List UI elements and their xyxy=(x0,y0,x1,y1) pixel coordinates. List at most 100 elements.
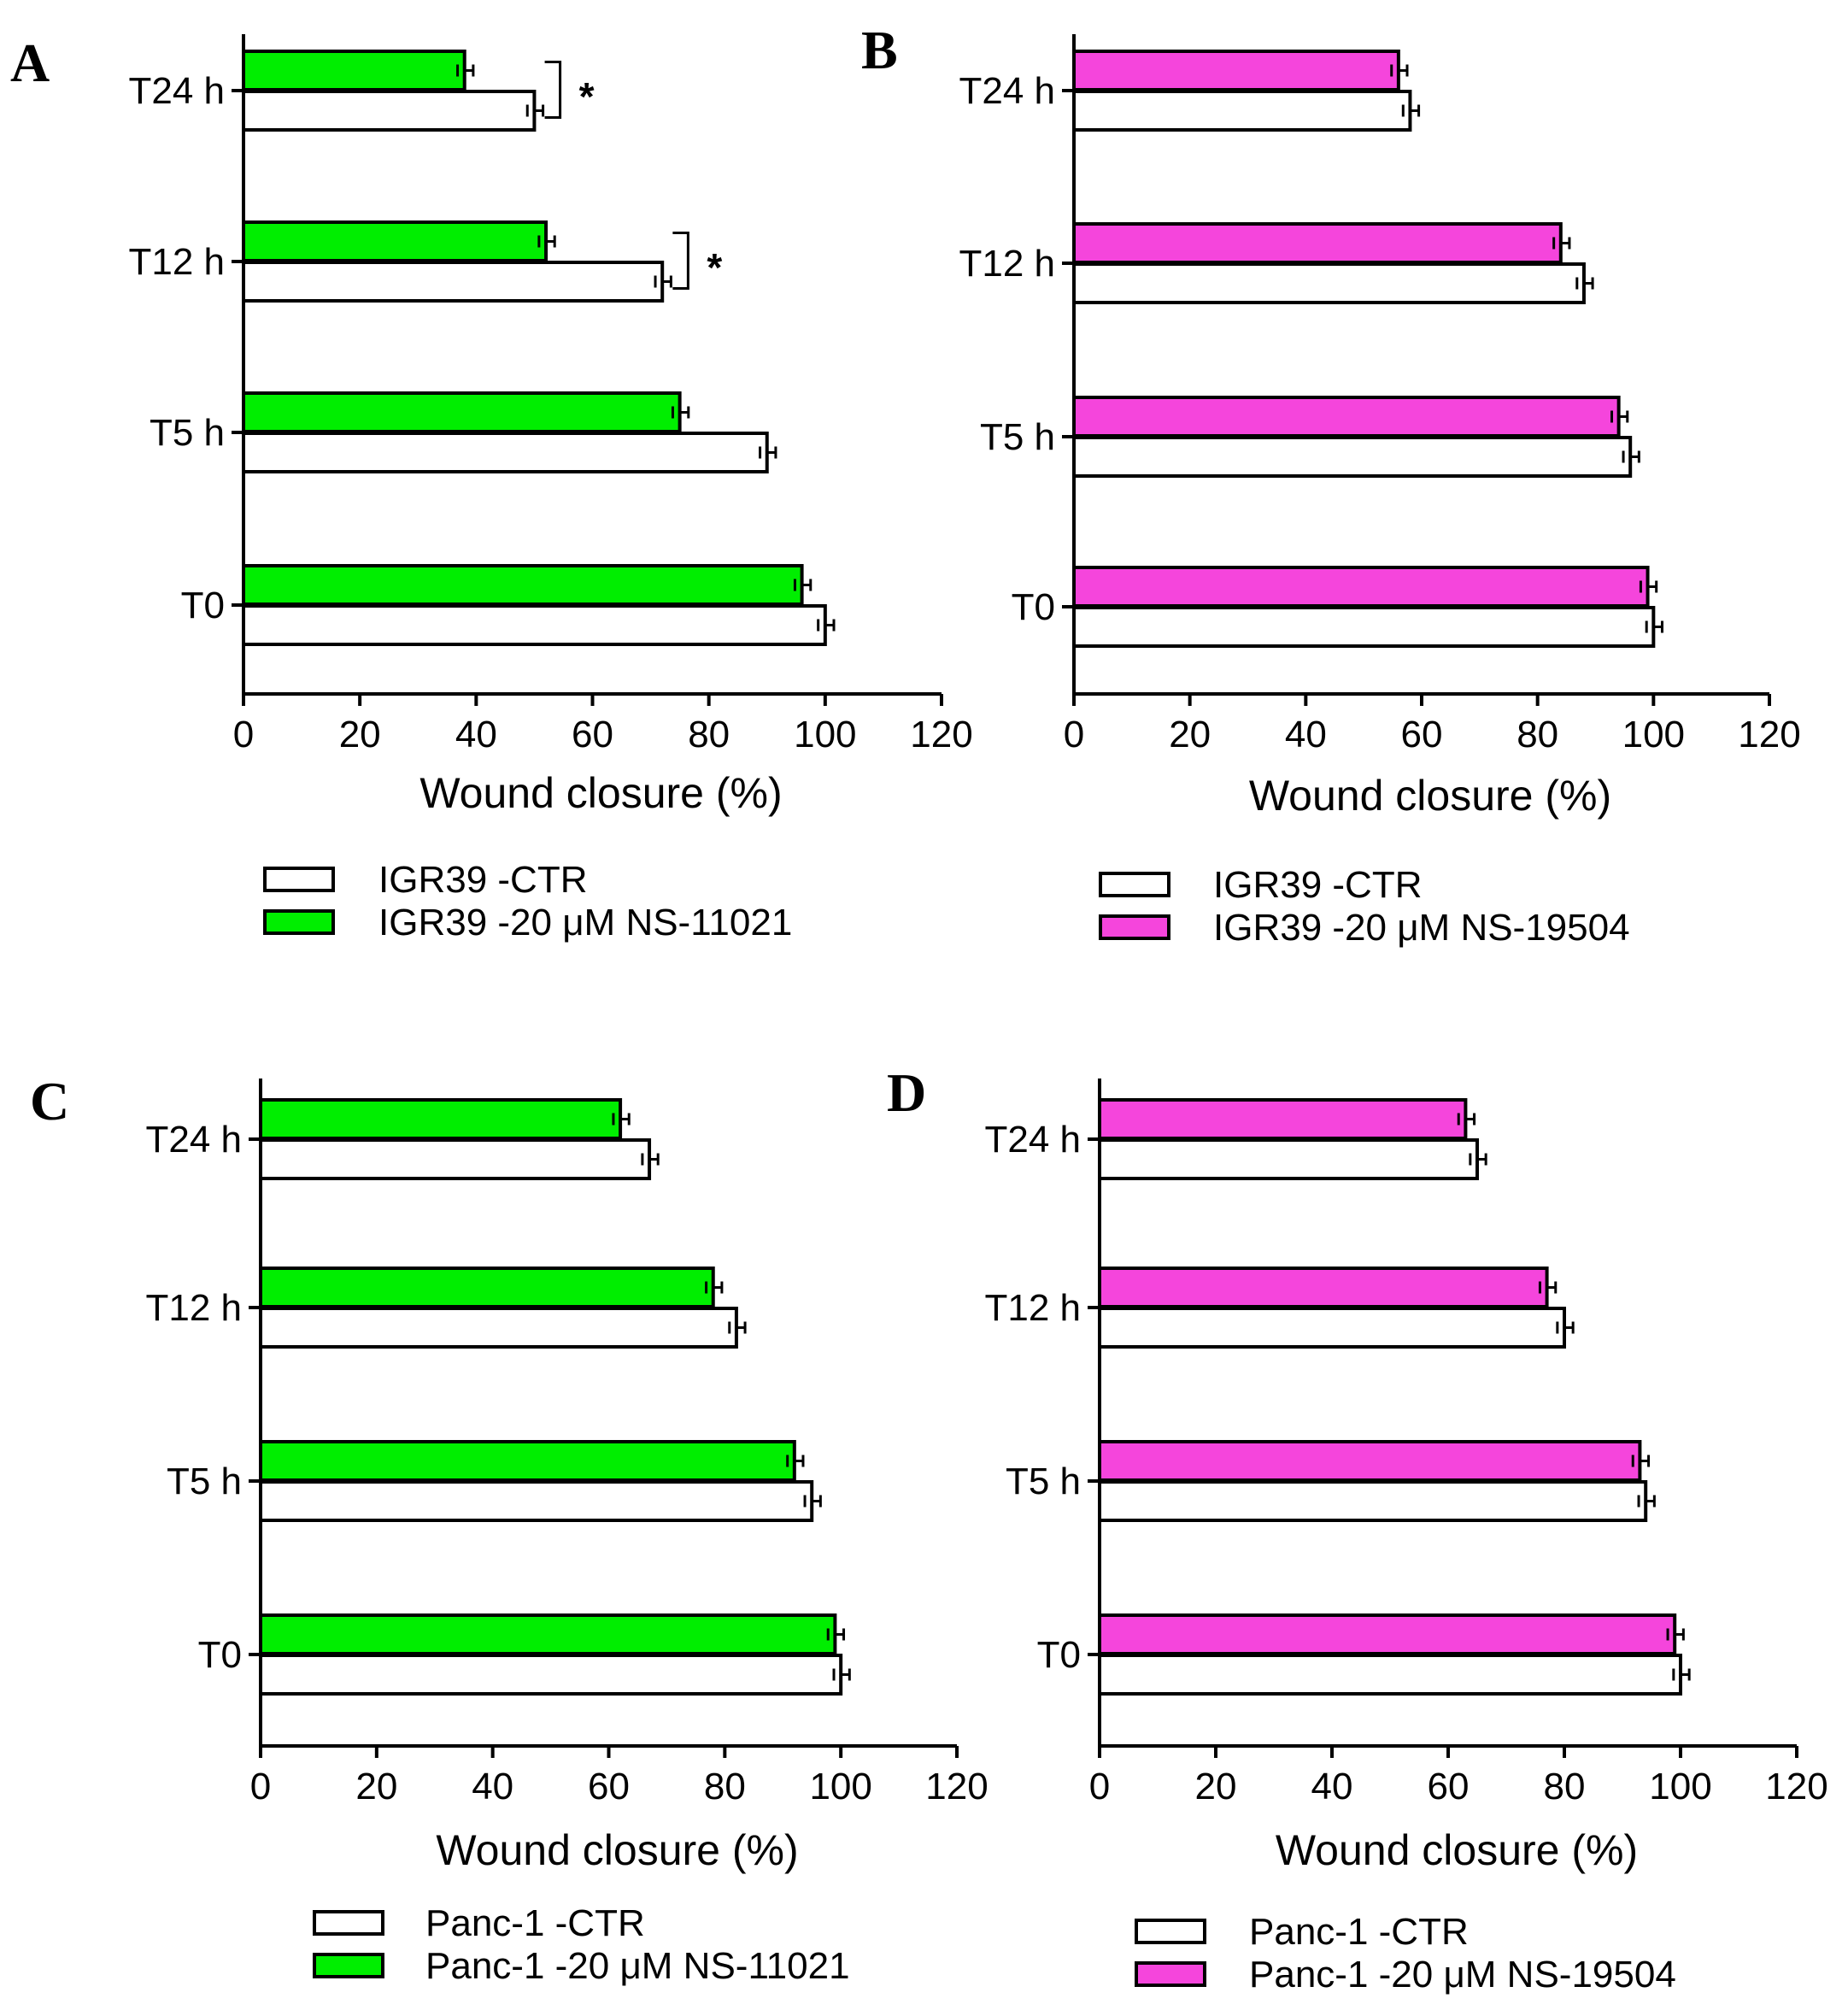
legend-swatch xyxy=(263,867,335,892)
y-tick-label: T24 h xyxy=(959,70,1055,112)
x-tick-label: 60 xyxy=(1428,1766,1470,1807)
bar xyxy=(242,261,665,303)
legend-swatch xyxy=(1135,1919,1206,1944)
legend-swatch xyxy=(263,909,335,935)
chart-panel-a: A 0 20 40 60 80 100 120 Wound closure (%) T24 h T1… xyxy=(10,32,973,943)
bar xyxy=(1072,566,1650,608)
y-tick-label: T24 h xyxy=(128,70,225,112)
bar xyxy=(1098,1613,1677,1655)
bar xyxy=(1072,50,1400,91)
y-tick-label: T24 h xyxy=(145,1119,242,1161)
legend-label: IGR39 -20 μM NS-11021 xyxy=(378,902,792,943)
x-tick-label: 80 xyxy=(704,1766,746,1807)
x-tick-label: 100 xyxy=(809,1766,871,1807)
bar xyxy=(259,1267,715,1308)
x-axis-title: Wound closure (%) xyxy=(1249,772,1611,820)
y-tick-label: T5 h xyxy=(167,1461,242,1502)
bar xyxy=(1072,396,1621,438)
y-tick-label: T0 xyxy=(181,585,225,626)
x-tick-label: 120 xyxy=(910,714,972,755)
panel-letter: B xyxy=(861,20,898,80)
y-tick-label: T12 h xyxy=(984,1287,1081,1329)
x-tick-label: 80 xyxy=(688,714,730,755)
x-tick-label: 20 xyxy=(355,1766,397,1807)
bar xyxy=(242,432,769,473)
x-tick-label: 20 xyxy=(1195,1766,1237,1807)
bar xyxy=(242,391,682,433)
x-tick-label: 60 xyxy=(572,714,613,755)
bar xyxy=(1072,222,1563,264)
x-tick-label: 100 xyxy=(794,714,856,755)
bar xyxy=(1098,1098,1468,1140)
x-tick-label: 40 xyxy=(1285,714,1327,755)
bar xyxy=(1072,436,1633,478)
x-tick-label: 20 xyxy=(1169,714,1211,755)
bar xyxy=(1098,1440,1642,1482)
bar xyxy=(1098,1480,1648,1522)
bar xyxy=(259,1098,623,1140)
chart-panel-d: D 0 20 40 60 80 100 120 Wound closure (%) T24 h T1… xyxy=(887,1062,1828,1995)
x-tick-label: 0 xyxy=(1089,1766,1110,1807)
panel-letter: A xyxy=(10,32,50,93)
legend-label: Panc-1 -CTR xyxy=(425,1902,645,1944)
bar xyxy=(242,564,804,606)
bar xyxy=(1098,1654,1682,1696)
x-tick-label: 40 xyxy=(472,1766,513,1807)
legend-swatch xyxy=(1135,1961,1206,1987)
significance-bracket xyxy=(544,61,562,119)
legend-swatch xyxy=(313,1953,384,1978)
bar xyxy=(259,1613,837,1655)
x-tick-label: 120 xyxy=(1738,714,1800,755)
x-tick-label: 0 xyxy=(233,714,254,755)
legend-label: IGR39 -CTR xyxy=(1213,864,1422,906)
y-tick-label: T0 xyxy=(1012,586,1055,628)
x-tick-label: 80 xyxy=(1544,1766,1586,1807)
bar xyxy=(1072,606,1656,648)
x-tick-label: 100 xyxy=(1649,1766,1711,1807)
chart-panel-c: C 0 20 40 60 80 100 120 Wound closure (%) T24 h T1… xyxy=(30,1071,989,1987)
bar xyxy=(259,1654,843,1696)
significance-bracket xyxy=(672,232,689,290)
x-axis-title: Wound closure (%) xyxy=(436,1826,798,1874)
panel-letter: C xyxy=(30,1071,69,1131)
x-tick-label: 0 xyxy=(1064,714,1084,755)
y-tick-label: T0 xyxy=(1037,1634,1081,1676)
x-tick-label: 100 xyxy=(1622,714,1685,755)
legend-swatch xyxy=(1099,872,1170,897)
x-tick-label: 40 xyxy=(455,714,497,755)
bar xyxy=(1098,1267,1549,1308)
legend-label: Panc-1 -20 μM NS-19504 xyxy=(1249,1954,1676,1995)
legend-label: Panc-1 -20 μM NS-11021 xyxy=(425,1945,850,1987)
bar xyxy=(1072,90,1412,132)
bar xyxy=(242,604,827,646)
legend-label: IGR39 -20 μM NS-19504 xyxy=(1213,907,1630,949)
legend-swatch xyxy=(1099,914,1170,940)
y-tick-label: T12 h xyxy=(128,241,225,283)
x-tick-label: 60 xyxy=(588,1766,630,1807)
y-tick-label: T5 h xyxy=(1006,1461,1081,1502)
x-axis-title: Wound closure (%) xyxy=(419,769,782,817)
bar xyxy=(242,50,466,91)
bar xyxy=(1072,262,1586,304)
legend-swatch xyxy=(313,1910,384,1936)
y-tick-label: T5 h xyxy=(150,412,225,454)
bar xyxy=(1098,1138,1479,1180)
x-tick-label: 120 xyxy=(925,1766,988,1807)
panel-letter: D xyxy=(887,1062,926,1123)
x-tick-label: 120 xyxy=(1765,1766,1827,1807)
x-tick-label: 60 xyxy=(1401,714,1443,755)
bar xyxy=(259,1138,652,1180)
chart-panel-b: B 0 20 40 60 80 100 120 Wound closure (%) T24 h T1… xyxy=(861,20,1801,949)
significance-star: * xyxy=(707,245,722,290)
legend-label: IGR39 -CTR xyxy=(378,859,587,901)
x-tick-label: 40 xyxy=(1311,1766,1353,1807)
x-tick-label: 0 xyxy=(250,1766,271,1807)
bar xyxy=(1098,1307,1566,1349)
y-tick-label: T12 h xyxy=(145,1287,242,1329)
x-tick-label: 80 xyxy=(1517,714,1558,755)
bar xyxy=(259,1480,814,1522)
legend-label: Panc-1 -CTR xyxy=(1249,1911,1469,1953)
bar xyxy=(259,1440,796,1482)
significance-star: * xyxy=(579,74,595,119)
